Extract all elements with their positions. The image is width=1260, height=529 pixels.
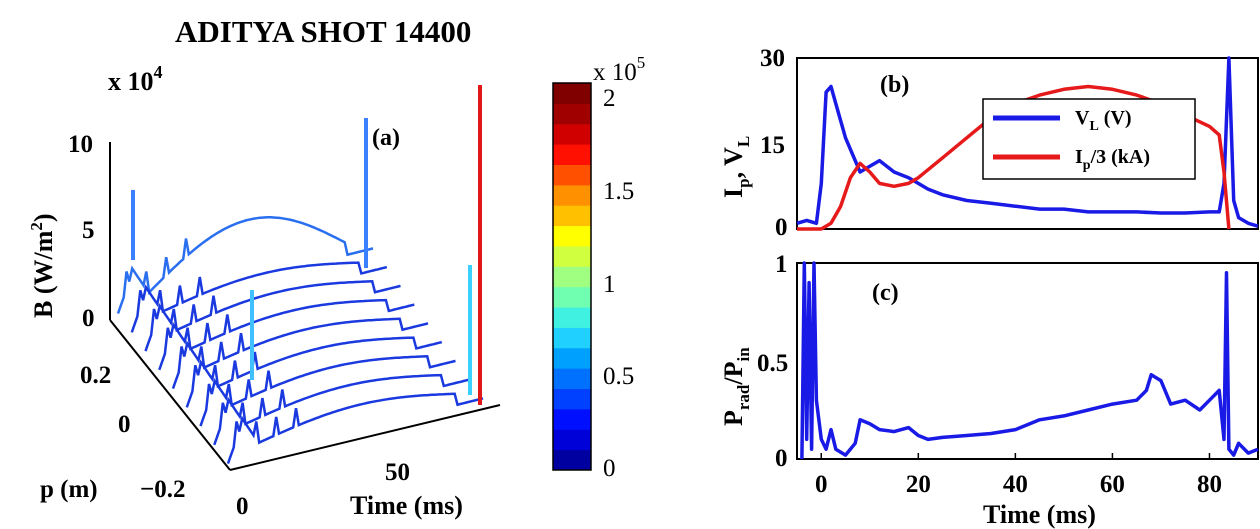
colorbar-segment xyxy=(553,429,591,450)
colorbar-segment xyxy=(553,246,591,267)
z-tick-label: 0 xyxy=(82,305,95,332)
colorbar-segment xyxy=(553,389,591,410)
colorbar-segment xyxy=(553,124,591,145)
colorbar-tick-label: 2 xyxy=(603,85,616,112)
y-tick-label: 0 xyxy=(775,445,788,472)
y-tick-label: 0 xyxy=(775,214,788,241)
colorbar-segment xyxy=(553,450,591,471)
colorbar xyxy=(553,83,591,471)
y-axis-line xyxy=(110,320,230,470)
panel-c-line-chart: (c) 1 0.5 0 Prad/Pin 0 20 40 60 80 Time (ms) xyxy=(719,251,1258,529)
panel-a-surface-plot: ADITYA SHOT 14400 x 104 10 5 0 B (W/m2) … xyxy=(27,14,645,520)
waterfall-traces xyxy=(118,85,483,464)
z-tick-label: 10 xyxy=(68,131,93,158)
colorbar-tick-label: 0.5 xyxy=(603,363,634,390)
colorbar-tick-label: 1.5 xyxy=(603,178,634,205)
panel-c-y-label: Prad/Pin xyxy=(719,347,753,426)
colorbar-segment xyxy=(553,266,591,287)
colorbar-segment xyxy=(553,409,591,430)
colorbar-tick-label: 1 xyxy=(603,271,616,298)
y-tick-label: 30 xyxy=(760,45,785,72)
panel-b-letter: (b) xyxy=(880,72,909,98)
x-tick-label: 40 xyxy=(1003,471,1028,498)
x-tick-label: 80 xyxy=(1197,471,1222,498)
x-tick-label: 0 xyxy=(815,471,828,498)
y-tick-label: 15 xyxy=(760,132,785,159)
colorbar-segment xyxy=(553,103,591,124)
y-tick-label: 0.2 xyxy=(80,362,111,389)
panel-c-frame xyxy=(797,263,1258,459)
panel-c-x-label: Time (ms) xyxy=(983,500,1096,529)
colorbar-segment xyxy=(553,307,591,328)
y-tick-label: 1 xyxy=(775,251,788,278)
z-multiplier: x 104 xyxy=(108,62,163,96)
figure-title: ADITYA SHOT 14400 xyxy=(175,14,471,49)
colorbar-segment xyxy=(553,327,591,348)
x-tick-label: 60 xyxy=(1100,471,1125,498)
colorbar-segment xyxy=(553,144,591,165)
series-line xyxy=(802,263,1258,459)
waterfall-trace xyxy=(228,394,483,464)
colorbar-segment xyxy=(553,185,591,206)
colorbar-segment xyxy=(553,226,591,247)
y-tick-label: −0.2 xyxy=(140,476,186,503)
y-tick-label: 0.5 xyxy=(757,350,788,377)
colorbar-tick-label: 0 xyxy=(603,455,616,482)
z-axis-label: B (W/m2) xyxy=(27,213,58,318)
x-tick-label: 0 xyxy=(236,493,249,520)
panel-c-plot-area xyxy=(802,263,1258,459)
y-axis-label: p (m) xyxy=(40,476,98,503)
panel-b-line-chart: (b) 30 15 0 Ip, VL VL (V) Ip/3 (kA) xyxy=(719,45,1258,241)
y-tick-label: 0 xyxy=(118,411,131,438)
colorbar-segment xyxy=(553,348,591,369)
x-tick-label: 50 xyxy=(385,459,410,486)
colorbar-multiplier: x 105 xyxy=(593,53,645,86)
panel-b-y-label: Ip, VL xyxy=(719,136,753,198)
waterfall-trace xyxy=(118,217,373,313)
colorbar-segment xyxy=(553,164,591,185)
x-tick-label: 20 xyxy=(906,471,931,498)
panel-a-letter: (a) xyxy=(372,125,400,151)
z-tick-label: 5 xyxy=(82,217,95,244)
panel-b-legend: VL (V) Ip/3 (kA) xyxy=(983,99,1195,179)
colorbar-segment xyxy=(553,287,591,308)
colorbar-segment xyxy=(553,83,591,104)
colorbar-segment xyxy=(553,368,591,389)
panel-c-letter: (c) xyxy=(872,280,899,306)
colorbar-segment xyxy=(553,205,591,226)
x-axis-label: Time (ms) xyxy=(350,491,463,520)
